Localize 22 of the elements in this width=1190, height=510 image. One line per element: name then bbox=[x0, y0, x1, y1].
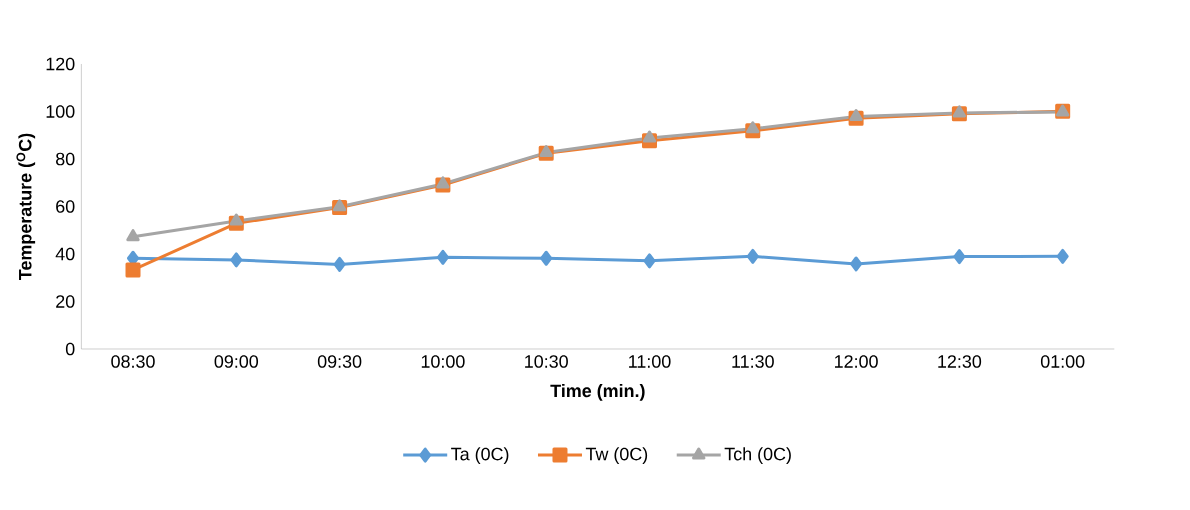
y-tick-label: 0 bbox=[65, 342, 75, 356]
x-tick-label: 01:00 bbox=[1040, 355, 1085, 368]
y-axis-title: Temperature ($^{O}$C) bbox=[16, 133, 36, 280]
y-tick-label: 40 bbox=[55, 247, 75, 261]
legend-label: Ta (0C) bbox=[451, 447, 509, 464]
legend-label: Tw (0C) bbox=[585, 447, 648, 464]
y-tick-label: 80 bbox=[56, 152, 75, 166]
x-axis-title: Time (min.) bbox=[550, 384, 645, 401]
x-tick-label: 12:00 bbox=[835, 355, 878, 368]
x-tick-label: 09:30 bbox=[317, 355, 362, 368]
y-tick-label: 60 bbox=[56, 200, 75, 213]
y-tick-label: 100 bbox=[46, 105, 75, 118]
x-tick-label: 11:30 bbox=[732, 355, 774, 368]
x-tick-label: 10:00 bbox=[421, 355, 465, 368]
x-tick-label: 12:30 bbox=[938, 355, 982, 368]
y-tick-label: 20 bbox=[56, 295, 75, 308]
x-tick-label: 11:00 bbox=[629, 355, 671, 368]
x-tick-label: 08:30 bbox=[111, 355, 155, 368]
x-tick-label: 10:30 bbox=[525, 355, 568, 368]
legend-label: Tch (0C) bbox=[724, 447, 791, 464]
x-tick-label: 09:00 bbox=[214, 355, 259, 368]
y-tick-label: 120 bbox=[46, 57, 75, 71]
